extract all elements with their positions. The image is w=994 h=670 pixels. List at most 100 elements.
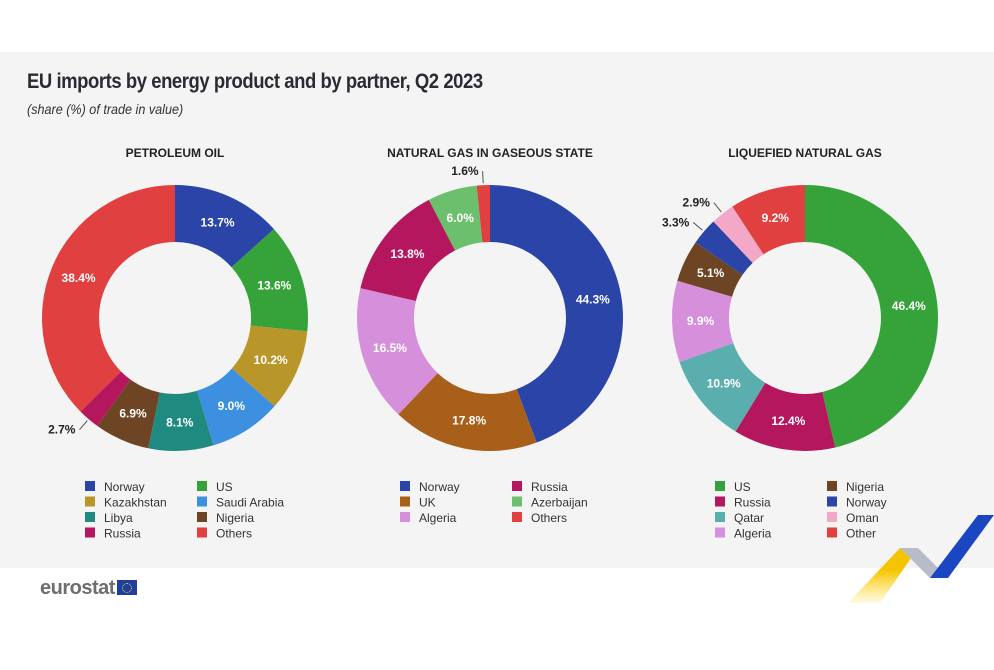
chart-subtitle-2: LIQUEFIED NATURAL GAS: [728, 146, 882, 160]
data-label: 38.4%: [62, 271, 96, 285]
legend-label: Libya: [104, 511, 133, 525]
legend-label: Algeria: [734, 527, 772, 541]
legend-label: US: [734, 480, 751, 494]
legend-item: Russia: [85, 527, 141, 541]
legend-item: Others: [512, 511, 567, 525]
legend-swatch: [400, 512, 410, 522]
legend-swatch: [827, 512, 837, 522]
legend-swatch: [512, 496, 522, 507]
legend-item: Russia: [512, 480, 568, 494]
legend-item: Oman: [827, 511, 879, 525]
eurostat-logo: eurostat: [40, 577, 137, 600]
legend-label: Others: [531, 511, 567, 525]
slice-norway: [175, 185, 274, 268]
slice-saudi-arabia: [197, 368, 275, 446]
legend-label: Others: [216, 527, 252, 541]
legend-swatch: [197, 496, 207, 507]
slice-others: [41, 185, 176, 412]
data-label: 17.8%: [452, 413, 486, 427]
slice-norway: [695, 221, 753, 275]
legend-item: Algeria: [715, 527, 772, 541]
data-label: 2.7%: [48, 423, 76, 437]
legend-item: Nigeria: [197, 511, 254, 525]
legend-swatch: [400, 481, 410, 491]
legend-swatch: [715, 512, 725, 522]
data-label: 8.1%: [166, 415, 194, 429]
legend-item: Saudi Arabia: [197, 496, 284, 510]
legend-label: Nigeria: [216, 511, 254, 525]
slice-uk: [398, 373, 537, 451]
legend-label: Norway: [104, 480, 145, 494]
leader-line: [713, 202, 722, 213]
legend-swatch: [85, 512, 95, 522]
legend-swatch: [197, 527, 207, 538]
legend-swatch: [512, 481, 522, 491]
legend-item: Norway: [400, 480, 460, 494]
legend-item: Kazakhstan: [85, 496, 167, 510]
data-label: 44.3%: [576, 292, 610, 306]
slice-us: [231, 229, 308, 332]
slice-russia: [735, 382, 836, 452]
data-label: 5.1%: [697, 266, 725, 280]
legend-label: US: [216, 480, 233, 494]
legend-item: Others: [197, 527, 252, 541]
data-label: 10.2%: [254, 353, 288, 367]
legend-label: Azerbaijan: [531, 496, 588, 510]
legend-item: Norway: [85, 480, 145, 494]
legend-item: Libya: [85, 511, 133, 525]
slice-algeria: [357, 288, 438, 415]
chart-subtitle-1: NATURAL GAS IN GASEOUS STATE: [387, 146, 593, 160]
legend-item: Qatar: [715, 511, 764, 525]
legend-item: US: [715, 480, 751, 494]
data-label: 1.6%: [451, 164, 479, 178]
legend-label: Russia: [104, 527, 141, 541]
data-label: 13.8%: [390, 247, 424, 261]
slice-algeria: [672, 280, 734, 363]
legend-swatch: [85, 481, 95, 491]
data-label: 13.7%: [201, 216, 235, 230]
legend-label: Russia: [531, 480, 568, 494]
legend-item: US: [197, 480, 233, 494]
data-label: 12.4%: [771, 414, 805, 428]
legend-label: Norway: [419, 480, 460, 494]
legend-swatch: [827, 496, 837, 507]
legend-label: Saudi Arabia: [216, 496, 284, 510]
data-label: 9.0%: [218, 399, 246, 413]
legend-swatch: [715, 481, 725, 491]
data-label: 3.3%: [662, 215, 690, 229]
data-label: 10.9%: [707, 377, 741, 391]
slice-russia: [360, 199, 456, 301]
slice-azerbaijan: [428, 185, 483, 251]
legend-swatch: [400, 496, 410, 507]
legend-swatch: [827, 527, 837, 538]
legend-item: Azerbaijan: [512, 496, 588, 510]
legend-swatch: [715, 527, 725, 538]
legend-swatch: [197, 481, 207, 491]
legend-label: Kazakhstan: [104, 496, 167, 510]
leader-line: [692, 222, 703, 231]
data-label: 9.9%: [687, 314, 715, 328]
data-label: 46.4%: [892, 299, 926, 313]
data-label: 2.9%: [683, 196, 711, 210]
data-label: 6.9%: [119, 407, 147, 421]
legend-swatch: [827, 481, 837, 491]
legend-label: Algeria: [419, 511, 457, 525]
legend-item: Nigeria: [827, 480, 884, 494]
legend-label: Nigeria: [846, 480, 884, 494]
legend-item: UK: [400, 496, 436, 510]
legend-label: Russia: [734, 496, 771, 510]
legend-label: Other: [846, 527, 876, 541]
data-label: 6.0%: [447, 211, 475, 225]
slice-us: [805, 185, 939, 448]
legend-label: Oman: [846, 511, 879, 525]
legend-swatch: [512, 512, 522, 522]
slice-nigeria: [97, 379, 160, 449]
leader-line: [482, 171, 484, 184]
slice-nigeria: [677, 242, 743, 297]
slice-qatar: [679, 343, 766, 432]
slice-norway: [490, 185, 624, 443]
chart-subtitle-0: PETROLEUM OIL: [126, 146, 225, 160]
slice-kazakhstan: [231, 325, 308, 407]
